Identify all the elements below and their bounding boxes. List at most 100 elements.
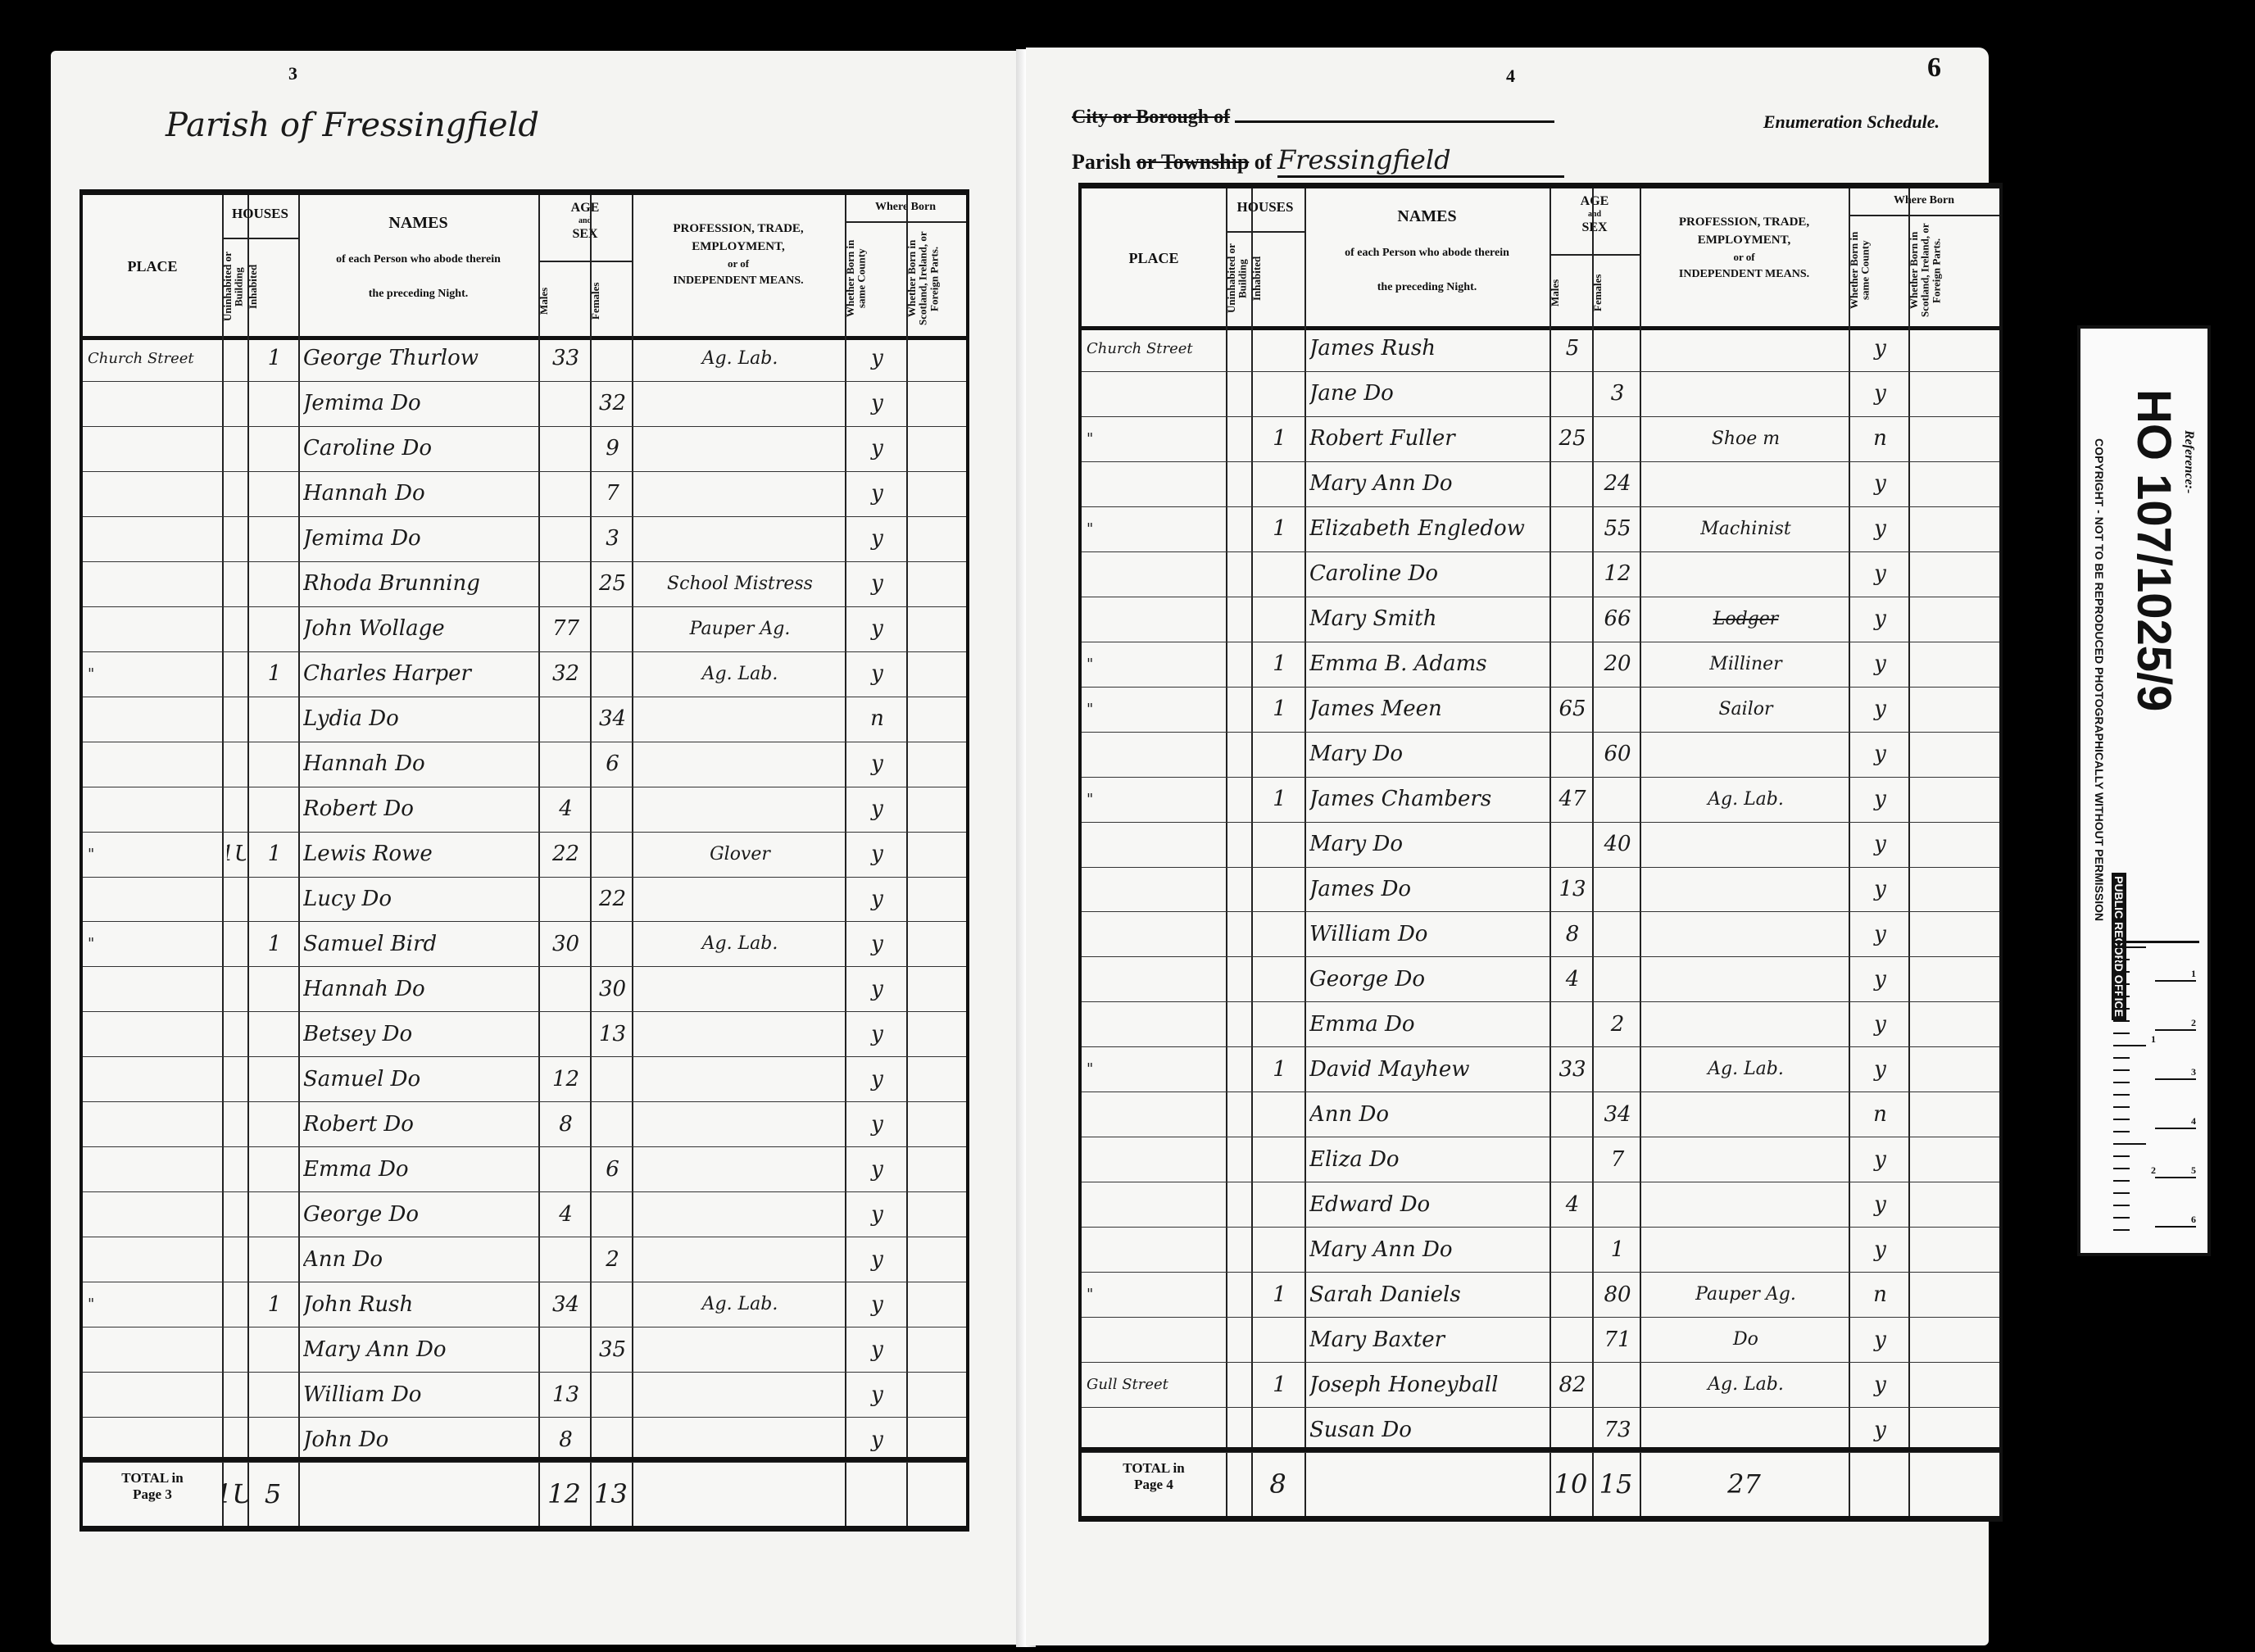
cell-female: 3 [606,526,619,551]
cell-occupation [637,1146,843,1191]
cell-name: Joseph Honeyball [1309,1372,1499,1397]
cell-male [543,697,588,742]
cell-uninhabited [1231,1182,1250,1227]
cell-female [595,336,630,381]
cell-name: Mary Do [1309,742,1404,767]
header-inhabited: Inhabited [247,264,259,310]
cell-female: 20 [1604,651,1631,677]
cell-male [1554,1272,1590,1317]
cell-female: 22 [598,886,627,911]
cell-female: 66 [1604,606,1631,632]
table-row: Edward Do 4 y [1082,1182,1999,1228]
header-where-born: Where Born [874,201,936,213]
cell-female: 32 [598,391,627,416]
cell-uninhabited [227,1237,246,1282]
cell-occupation: Pauper Ag. [1695,1284,1796,1305]
cell-name: Jemima Do [303,391,421,416]
cell-name: George Do [1309,966,1426,992]
cell-place: " [88,845,95,863]
scale-tick [2113,1205,2130,1206]
header-sex: SEX [572,227,598,241]
total-inhabited: 5 [264,1478,282,1509]
header-born-foreign: Whether Born in Scotland, Ireland, or Fo… [1908,223,1943,318]
cell-foreign [911,1372,964,1417]
cell-uninhabited [1231,1092,1250,1137]
cell-inhabited [252,1327,297,1372]
cell-name: James Do [1309,876,1412,901]
cell-county: y [871,1246,883,1272]
cell-name: Hannah Do [303,976,425,1001]
cell-occupation: Ag. Lab. [701,933,778,955]
cell-name: Robert Do [303,1111,414,1137]
cell-name: Sarah Daniels [1309,1282,1461,1307]
header-profession: PROFESSION, TRADE, [673,222,804,235]
cell-foreign [1913,461,1998,506]
scale-tick [2113,1045,2146,1046]
cell-uninhabited: 1U [227,832,246,877]
cell-place: " [1087,1060,1094,1078]
column-divider [632,195,633,1526]
cell-name: Betsey Do [303,1021,413,1046]
scale-tick [2113,1057,2130,1059]
total-label: TOTAL in Page 3 [121,1470,184,1503]
cell-uninhabited [1231,1407,1250,1452]
cell-female [1597,326,1638,371]
cell-male [543,877,588,922]
header-uninhabited: Uninhabited or Building [221,252,245,322]
scale-tick [2113,1082,2130,1083]
cell-place [1087,867,1224,912]
cell-inhabited: 1 [1273,516,1286,542]
cell-place [88,787,220,832]
cell-uninhabited [227,697,246,742]
cell-female: 6 [606,1156,619,1182]
table-row: Mary Ann Do 35 y [83,1327,966,1373]
cell-foreign [911,606,964,651]
table-row: Mary Baxter 71 Do y [1082,1317,1999,1364]
cell-occupation [1645,867,1847,912]
cell-male: 5 [1565,336,1580,361]
cell-county: y [1874,1417,1886,1442]
scale-tick [2113,1131,2130,1132]
cell-inhabited [252,1191,297,1237]
cell-foreign [1913,732,1998,777]
table-row: George Do 4 y [83,1191,966,1238]
cell-uninhabited [1231,956,1250,1001]
cell-occupation: Machinist [1700,518,1791,539]
header-uninhabited: Uninhabited or Building [1225,243,1249,314]
table-row: " 1 James Meen 65 Sailor y [1082,687,1999,733]
cell-male: 8 [559,1427,573,1452]
scale-tick [2113,983,2130,985]
cell-uninhabited [227,1327,246,1372]
column-divider [906,195,908,1526]
cell-name: Emma Do [1309,1011,1415,1037]
cell-uninhabited [227,1372,246,1417]
cell-name: Robert Do [303,796,414,822]
header-age-and: and [578,216,592,225]
header-born-foreign: Whether Born in Scotland, Ireland, or Fo… [905,231,941,326]
cell-male [1554,506,1590,551]
cell-uninhabited [227,516,246,561]
cell-foreign [1913,1317,1998,1362]
cell-foreign [911,877,964,922]
cell-female [595,1282,630,1327]
cell-male [543,1146,588,1191]
cell-inhabited [1256,326,1303,371]
cell-county: y [871,616,883,642]
reference-strip: Reference:- HO 107/1025/9 PUBLIC RECORD … [2077,325,2211,1256]
cell-place: Church Street [88,349,194,367]
cell-place [88,426,220,471]
cell-occupation [637,1237,843,1282]
table-row: " 1 Charles Harper 32 Ag. Lab. y [83,651,966,697]
cell-male [1554,1137,1590,1182]
scale-tick [2113,1008,2130,1010]
cell-foreign [1913,1137,1998,1182]
cell-female [1597,911,1638,956]
cell-place [1087,1092,1224,1137]
scale-tick [2113,1094,2130,1096]
cell-place: " [1087,1286,1094,1304]
cell-inhabited [1256,1001,1303,1046]
cell-female [595,1101,630,1146]
cell-inhabited [1256,461,1303,506]
total-uninhabited [1226,1452,1251,1516]
table-row: Mary Do 60 y [1082,732,1999,778]
